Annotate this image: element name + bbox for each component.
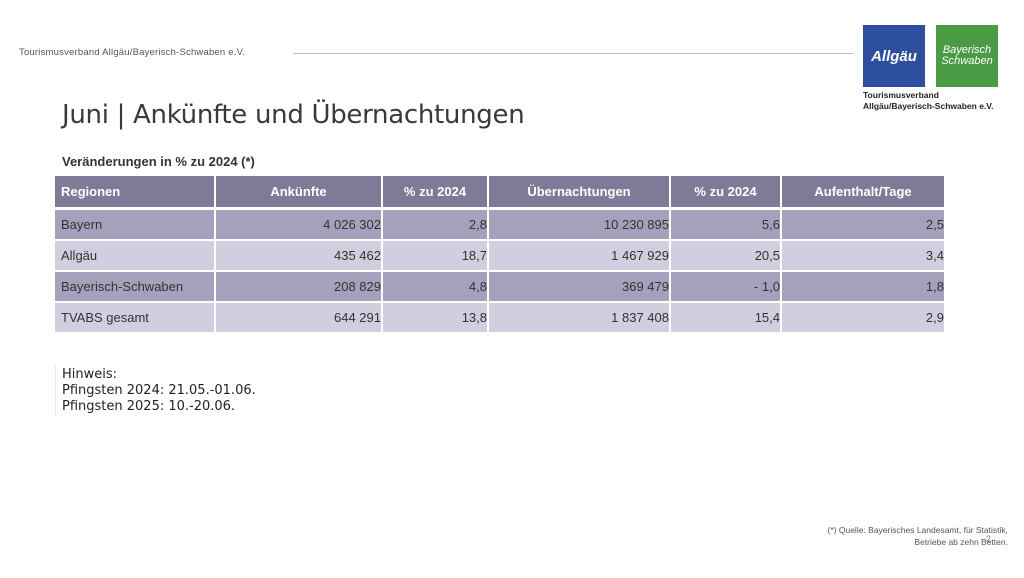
source-line2: Betriebe ab zehn Betten. bbox=[914, 537, 1008, 547]
cell-region: Allgäu bbox=[55, 240, 216, 272]
cell-region: TVABS gesamt bbox=[55, 302, 216, 334]
cell-ankuenfte: 644 291 bbox=[215, 302, 383, 334]
cell-ankuenfte: 435 462 bbox=[215, 240, 383, 272]
table-row: Allgäu 435 462 18,7 1 467 929 20,5 3,4 bbox=[55, 240, 946, 272]
column-header-uebernachtungen: Übernachtungen bbox=[488, 176, 671, 210]
cell-aufenthalt: 2,9 bbox=[781, 302, 946, 334]
table-header-row: Regionen Ankünfte % zu 2024 Übernachtung… bbox=[55, 176, 946, 210]
cell-uebernachtungen: 1 467 929 bbox=[488, 240, 671, 272]
cell-ankuenfte: 208 829 bbox=[215, 271, 383, 303]
column-header-ankuenfte: Ankünfte bbox=[215, 176, 383, 210]
note-line-2025: Pfingsten 2025: 10.-20.06. bbox=[62, 399, 236, 414]
logo-caption-line2: Allgäu/Bayerisch-Schwaben e.V. bbox=[863, 101, 994, 111]
logo-caption-line1: Tourismusverband bbox=[863, 90, 939, 100]
note-line-2024: Pfingsten 2024: 21.05.-01.06. bbox=[62, 383, 256, 398]
cell-aufenthalt: 2,5 bbox=[781, 208, 946, 241]
source-line1: (*) Quelle: Bayerisches Landesamt, für S… bbox=[827, 525, 1008, 535]
logo-caption: Tourismusverband Allgäu/Bayerisch-Schwab… bbox=[863, 90, 1003, 112]
table-row: TVABS gesamt 644 291 13,8 1 837 408 15,4… bbox=[55, 302, 946, 334]
cell-pct-ankuenfte: 18,7 bbox=[382, 240, 489, 272]
table-row: Bayern 4 026 302 2,8 10 230 895 5,6 2,5 bbox=[55, 208, 946, 241]
cell-pct-ankuenfte: 4,8 bbox=[382, 271, 489, 303]
page-title: Juni | Ankünfte und Übernachtungen bbox=[62, 100, 525, 130]
note-box: Hinweis: Pfingsten 2024: 21.05.-01.06. P… bbox=[62, 367, 256, 415]
allgaeu-logo: Allgäu bbox=[863, 25, 925, 87]
source-footnote: (*) Quelle: Bayerisches Landesamt, für S… bbox=[828, 524, 1008, 548]
organization-header: Tourismusverband Allgäu/Bayerisch-Schwab… bbox=[19, 47, 246, 58]
statistics-table: Regionen Ankünfte % zu 2024 Übernachtung… bbox=[55, 176, 946, 334]
cell-uebernachtungen: 1 837 408 bbox=[488, 302, 671, 334]
page-number: 2 bbox=[986, 534, 992, 544]
cell-pct-ankuenfte: 2,8 bbox=[382, 208, 489, 241]
cell-uebernachtungen: 10 230 895 bbox=[488, 208, 671, 241]
bs-logo-line1: Bayerisch bbox=[942, 44, 992, 56]
column-header-aufenthalt: Aufenthalt/Tage bbox=[781, 176, 946, 210]
cell-pct-uebernachtungen: 20,5 bbox=[670, 240, 782, 272]
cell-pct-uebernachtungen: 15,4 bbox=[670, 302, 782, 334]
header-divider bbox=[293, 53, 853, 54]
cell-pct-ankuenfte: 13,8 bbox=[382, 302, 489, 334]
cell-uebernachtungen: 369 479 bbox=[488, 271, 671, 303]
cell-pct-uebernachtungen: 5,6 bbox=[670, 208, 782, 241]
cell-region: Bayerisch-Schwaben bbox=[55, 271, 216, 303]
note-heading: Hinweis: bbox=[62, 367, 118, 382]
column-header-pct-ankuenfte: % zu 2024 bbox=[382, 176, 489, 210]
table-row: Bayerisch-Schwaben 208 829 4,8 369 479 -… bbox=[55, 271, 946, 303]
cell-aufenthalt: 3,4 bbox=[781, 240, 946, 272]
cell-region: Bayern bbox=[55, 208, 216, 241]
table-subtitle: Veränderungen in % zu 2024 (*) bbox=[62, 154, 255, 169]
cell-ankuenfte: 4 026 302 bbox=[215, 208, 383, 241]
column-header-regionen: Regionen bbox=[55, 176, 216, 210]
note-divider bbox=[55, 366, 56, 416]
allgaeu-logo-text: Allgäu bbox=[871, 47, 917, 65]
bs-logo-line2: Schwaben bbox=[941, 55, 993, 67]
column-header-pct-uebernachtungen: % zu 2024 bbox=[670, 176, 782, 210]
cell-pct-uebernachtungen: - 1,0 bbox=[670, 271, 782, 303]
cell-aufenthalt: 1,8 bbox=[781, 271, 946, 303]
bayerisch-schwaben-logo: Bayerisch Schwaben bbox=[936, 25, 998, 87]
